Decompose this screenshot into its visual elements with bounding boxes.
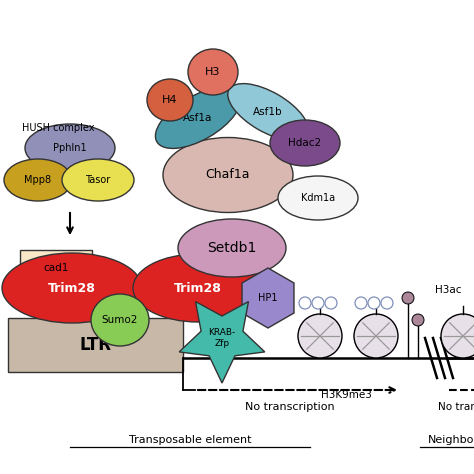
Ellipse shape	[278, 176, 358, 220]
Circle shape	[312, 297, 324, 309]
Text: Tasor: Tasor	[85, 175, 110, 185]
Text: Asf1b: Asf1b	[253, 107, 283, 117]
Circle shape	[298, 314, 342, 358]
Circle shape	[354, 314, 398, 358]
Text: Setdb1: Setdb1	[207, 241, 257, 255]
Text: Hdac2: Hdac2	[289, 138, 321, 148]
Text: Neighboring: Neighboring	[428, 435, 474, 445]
Text: No transcription: No transcription	[245, 402, 335, 412]
Ellipse shape	[62, 159, 134, 201]
Ellipse shape	[91, 294, 149, 346]
Text: HP1: HP1	[258, 293, 278, 303]
Circle shape	[402, 292, 414, 304]
Polygon shape	[179, 301, 265, 383]
Text: cad1: cad1	[43, 263, 69, 273]
Ellipse shape	[155, 88, 241, 148]
Text: KRAB-
Zfp: KRAB- Zfp	[209, 328, 236, 348]
Text: H3ac: H3ac	[435, 285, 462, 295]
Circle shape	[368, 297, 380, 309]
Ellipse shape	[178, 219, 286, 277]
Text: Trim28: Trim28	[48, 282, 96, 294]
Circle shape	[325, 297, 337, 309]
Text: Mpp8: Mpp8	[25, 175, 52, 185]
Text: HUSH complex: HUSH complex	[22, 123, 94, 133]
Ellipse shape	[228, 83, 308, 140]
Text: Transposable element: Transposable element	[129, 435, 251, 445]
Ellipse shape	[188, 49, 238, 95]
Ellipse shape	[270, 120, 340, 166]
Circle shape	[381, 297, 393, 309]
Ellipse shape	[147, 79, 193, 121]
Circle shape	[355, 297, 367, 309]
Ellipse shape	[4, 159, 72, 201]
Circle shape	[299, 297, 311, 309]
Text: H3K9me3: H3K9me3	[320, 390, 372, 400]
Text: H4: H4	[162, 95, 178, 105]
FancyBboxPatch shape	[8, 318, 183, 372]
FancyBboxPatch shape	[20, 250, 92, 286]
Text: No trans-: No trans-	[438, 402, 474, 412]
Ellipse shape	[2, 253, 142, 323]
Text: LTR: LTR	[80, 336, 111, 354]
Text: Trim28: Trim28	[174, 282, 222, 294]
Circle shape	[412, 314, 424, 326]
Ellipse shape	[163, 137, 293, 212]
Ellipse shape	[25, 124, 115, 172]
Text: Sumo2: Sumo2	[102, 315, 138, 325]
Text: Asf1a: Asf1a	[183, 113, 213, 123]
Ellipse shape	[133, 254, 263, 322]
Text: H3: H3	[205, 67, 221, 77]
Text: Pphln1: Pphln1	[53, 143, 87, 153]
Circle shape	[441, 314, 474, 358]
Text: Kdm1a: Kdm1a	[301, 193, 335, 203]
Text: Chaf1a: Chaf1a	[206, 168, 250, 182]
